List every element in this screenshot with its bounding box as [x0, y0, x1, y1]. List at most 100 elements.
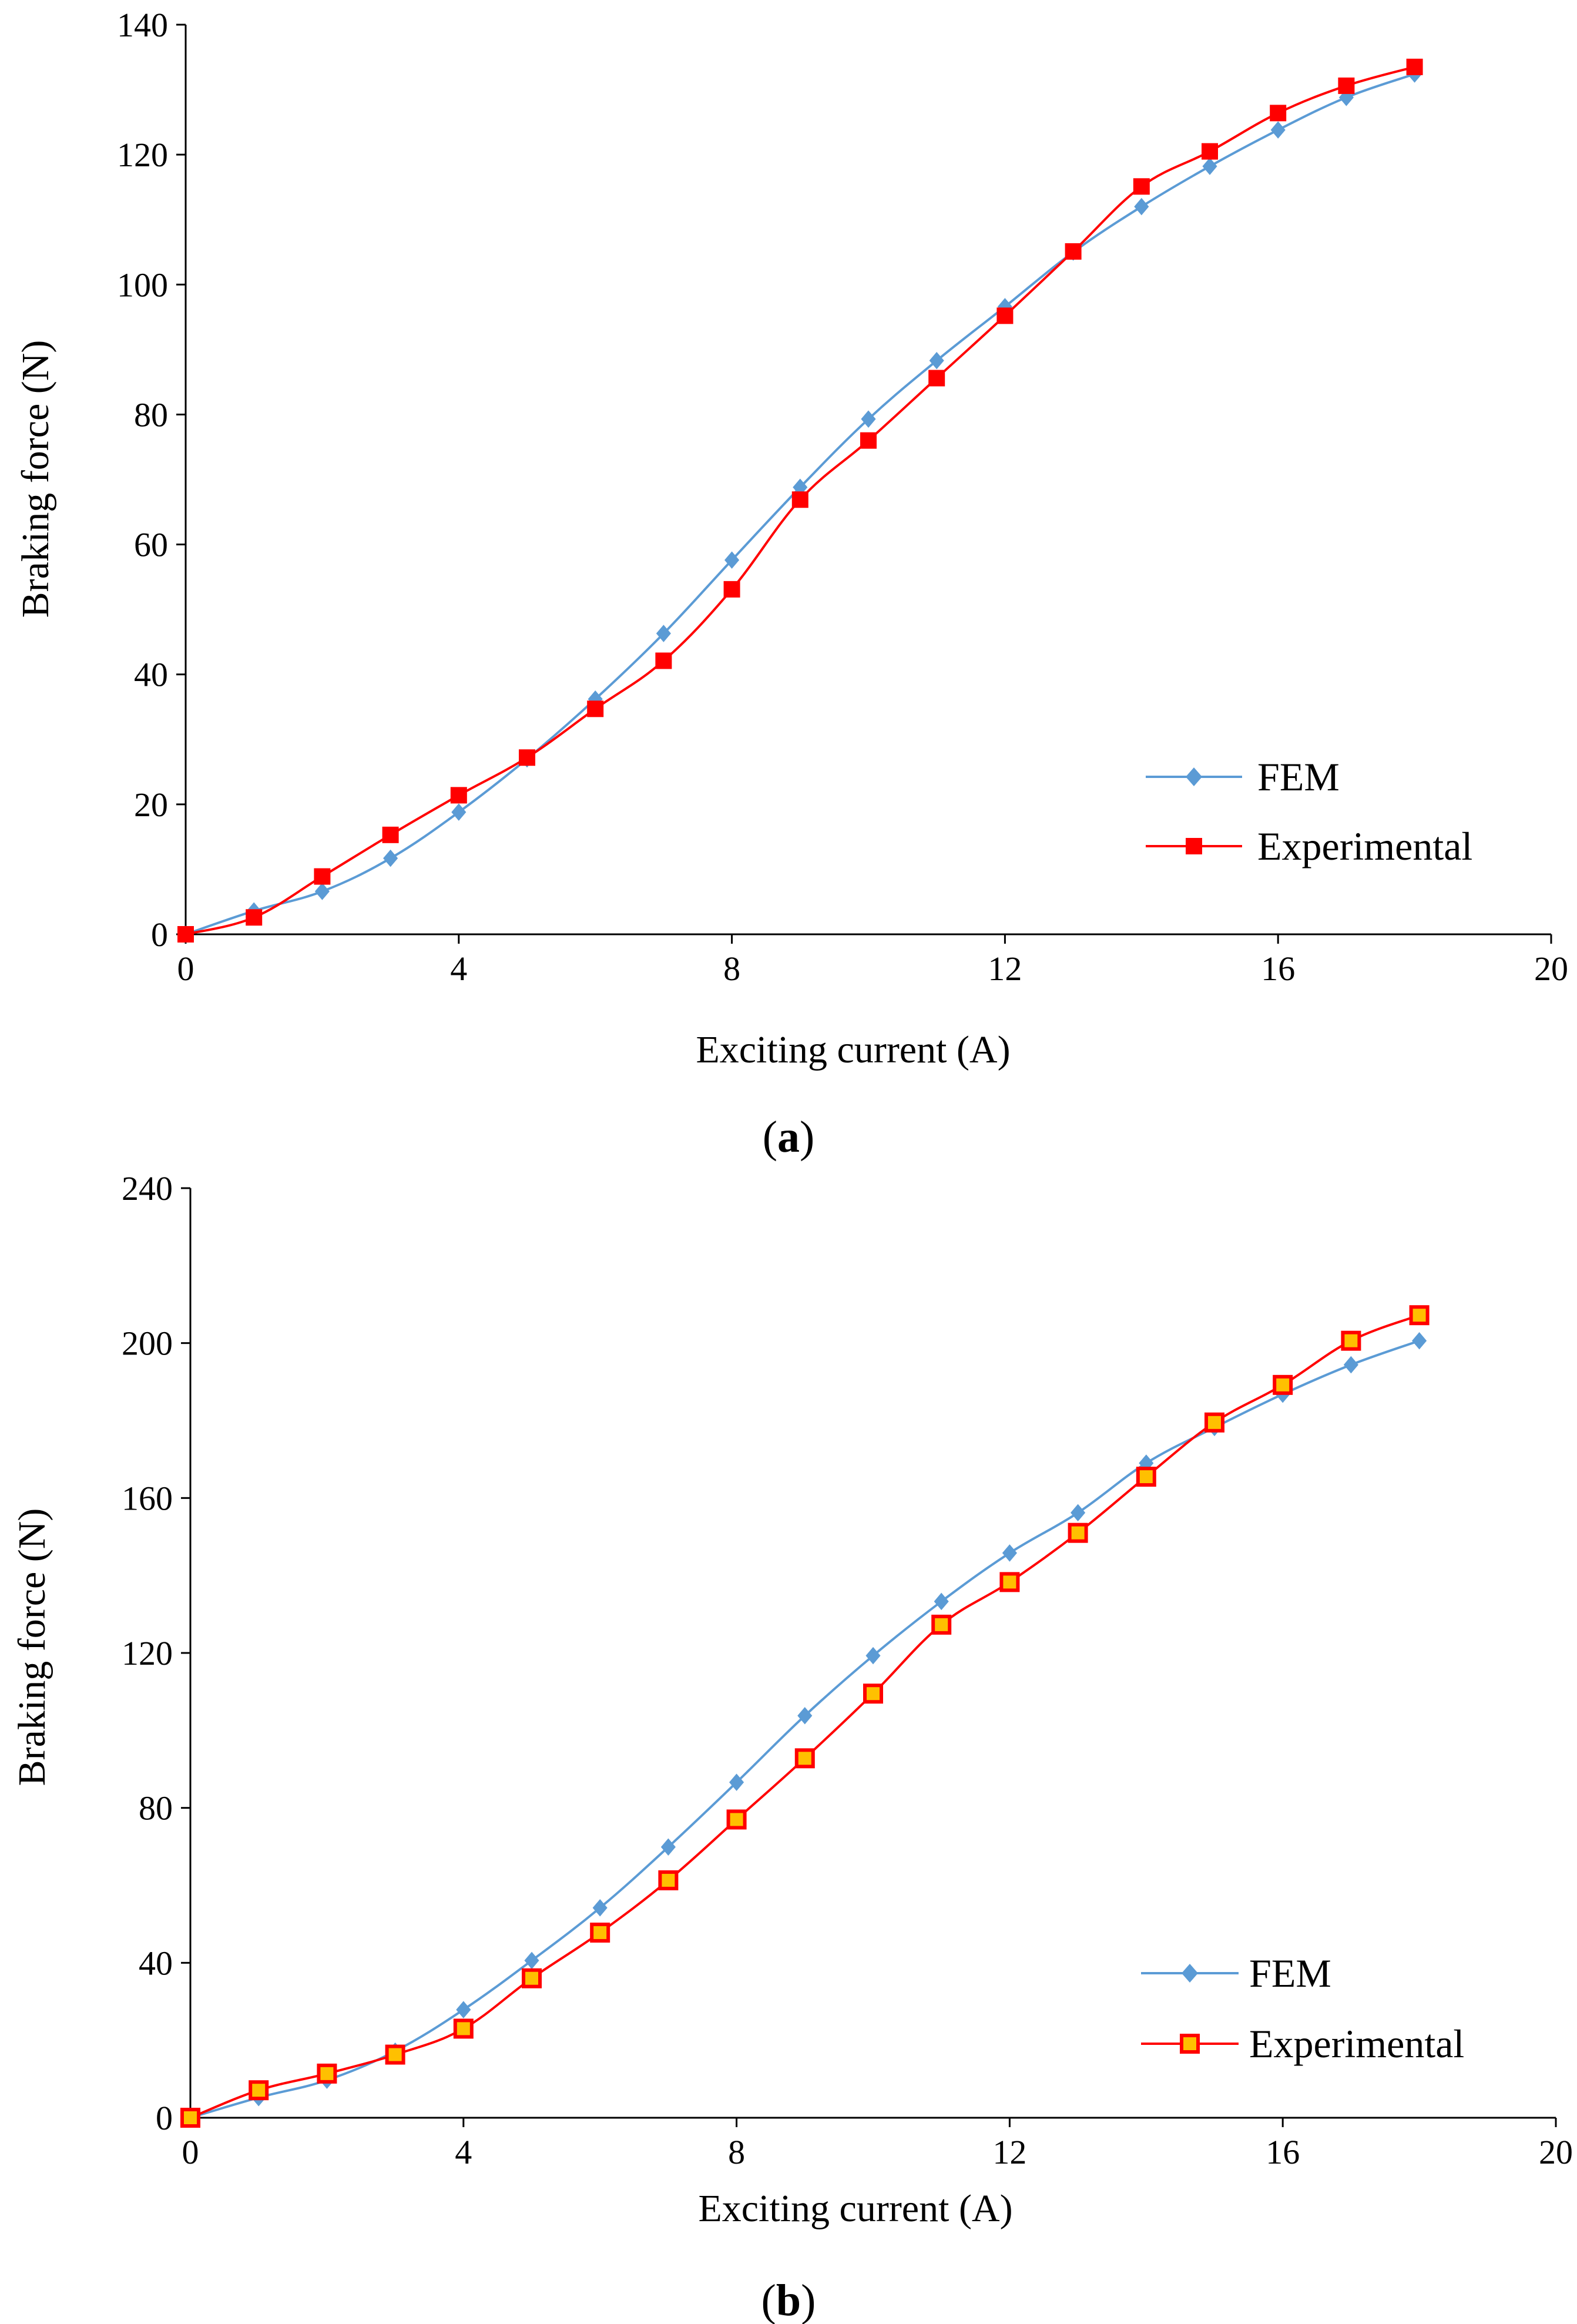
data-point-fem — [314, 883, 330, 900]
data-point-experimental — [382, 826, 399, 843]
legend-label-fem: FEM — [1249, 1951, 1331, 1996]
data-point-fem — [861, 410, 876, 428]
data-point-fem — [660, 1838, 676, 1856]
data-point-experimental — [791, 491, 808, 508]
chart-caption-b: (b) — [761, 2276, 816, 2324]
series-line-fem — [190, 1339, 1420, 2119]
legend-marker-experimental — [1180, 2034, 1200, 2054]
data-point-experimental — [723, 581, 740, 598]
y-tick-label: 240 — [122, 1169, 173, 1208]
legend-label-experimental: Experimental — [1249, 2021, 1464, 2066]
x-tick-labels: 0 4 8 12 16 20 — [182, 2118, 1573, 2171]
data-point-fem — [724, 551, 740, 569]
data-point-experimental — [1204, 1412, 1224, 1433]
data-point-fem — [592, 1899, 608, 1917]
y-tick-label: 40 — [134, 656, 168, 694]
data-point-experimental — [450, 787, 467, 804]
data-point-experimental — [928, 370, 945, 387]
data-point-experimental — [794, 1748, 815, 1769]
data-point-fem — [456, 2001, 471, 2018]
data-point-experimental — [246, 909, 263, 926]
series-group — [177, 58, 1423, 943]
x-tick-label: 12 — [992, 2133, 1026, 2171]
caption-paren-close: ) — [801, 2276, 816, 2324]
x-tick-label: 4 — [455, 2133, 472, 2171]
data-point-experimental — [999, 1572, 1020, 1592]
x-tick-label: 0 — [182, 2133, 199, 2171]
data-point-experimental — [1270, 105, 1287, 122]
data-point-experimental — [1068, 1522, 1088, 1543]
data-point-fem — [729, 1773, 744, 1791]
data-point-experimental — [314, 868, 331, 885]
data-point-experimental — [177, 926, 194, 943]
data-point-fem — [1412, 1332, 1427, 1350]
data-point-experimental — [519, 749, 535, 766]
data-point-experimental — [1406, 58, 1423, 75]
x-tick-label: 16 — [1261, 950, 1295, 988]
data-point-fem — [934, 1592, 949, 1611]
y-tick-label: 80 — [134, 395, 168, 434]
y-tick-label: 0 — [151, 915, 168, 954]
data-point-experimental — [931, 1614, 952, 1635]
data-point-experimental — [1341, 1330, 1361, 1351]
x-tick-label: 16 — [1266, 2133, 1300, 2171]
chart-caption-a: (a) — [763, 1112, 815, 1162]
caption-letter-a: a — [777, 1112, 800, 1162]
x-tick-label: 8 — [728, 2133, 745, 2171]
legend-marker-experimental — [1186, 838, 1202, 854]
x-tick-label: 12 — [988, 950, 1022, 988]
data-point-experimental — [863, 1684, 883, 1704]
y-tick-label: 140 — [117, 6, 168, 44]
data-point-experimental — [726, 1809, 747, 1830]
data-point-fem — [383, 849, 398, 867]
x-axis-title: Exciting current (A) — [696, 1028, 1010, 1071]
caption-paren-open: ( — [763, 1112, 777, 1162]
data-point-fem — [1071, 1504, 1086, 1522]
data-point-fem — [929, 351, 944, 370]
data-point-experimental — [1409, 1305, 1430, 1326]
y-tick-label: 120 — [122, 1634, 173, 1672]
data-point-fem — [1202, 157, 1217, 175]
y-tick-labels: 0 20 40 60 80 100 120 140 — [117, 6, 186, 954]
data-point-experimental — [587, 700, 604, 717]
x-tick-labels: 0 4 8 12 16 20 — [177, 934, 1568, 988]
caption-letter-b: b — [776, 2276, 801, 2324]
y-tick-label: 200 — [122, 1324, 173, 1363]
data-point-experimental — [317, 2063, 337, 2084]
y-tick-label: 0 — [156, 2099, 173, 2137]
data-point-fem — [797, 1707, 813, 1725]
y-tick-label: 40 — [139, 1944, 173, 1982]
legend-label-experimental: Experimental — [1257, 824, 1472, 868]
data-point-experimental — [1065, 243, 1082, 260]
data-point-fem — [656, 625, 671, 642]
y-tick-label: 20 — [134, 786, 168, 824]
data-point-experimental — [249, 2080, 269, 2101]
legend-marker-fem — [1182, 1964, 1198, 1983]
data-point-fem — [865, 1646, 881, 1665]
chart-b: 0 40 80 120 160 200 240 0 4 8 12 16 20 Exciting cur… — [11, 1169, 1573, 2324]
data-point-experimental — [180, 2108, 200, 2128]
data-point-experimental — [522, 1968, 542, 1988]
data-point-experimental — [860, 432, 877, 449]
y-tick-label: 160 — [122, 1479, 173, 1517]
data-point-fem — [1134, 197, 1149, 216]
data-point-fem — [524, 1951, 539, 1970]
caption-paren-close: ) — [800, 1112, 814, 1162]
x-tick-label: 0 — [177, 950, 194, 988]
x-axis-title: Exciting current (A) — [698, 2187, 1012, 2230]
series-group — [180, 1305, 1430, 2128]
legend: FEM Experimental — [1146, 754, 1472, 868]
y-tick-labels: 0 40 80 120 160 200 240 — [122, 1169, 190, 2137]
data-point-experimental — [1133, 178, 1150, 195]
legend-label-fem: FEM — [1257, 754, 1340, 799]
data-point-experimental — [590, 1922, 610, 1943]
data-point-experimental — [655, 652, 672, 669]
data-point-experimental — [1202, 143, 1218, 160]
caption-paren-open: ( — [761, 2276, 776, 2324]
y-tick-label: 80 — [139, 1789, 173, 1827]
legend: FEM Experimental — [1141, 1951, 1464, 2066]
legend-marker-fem — [1186, 767, 1202, 786]
y-axis-title: Braking force (N) — [11, 1508, 53, 1786]
data-point-experimental — [996, 307, 1014, 324]
